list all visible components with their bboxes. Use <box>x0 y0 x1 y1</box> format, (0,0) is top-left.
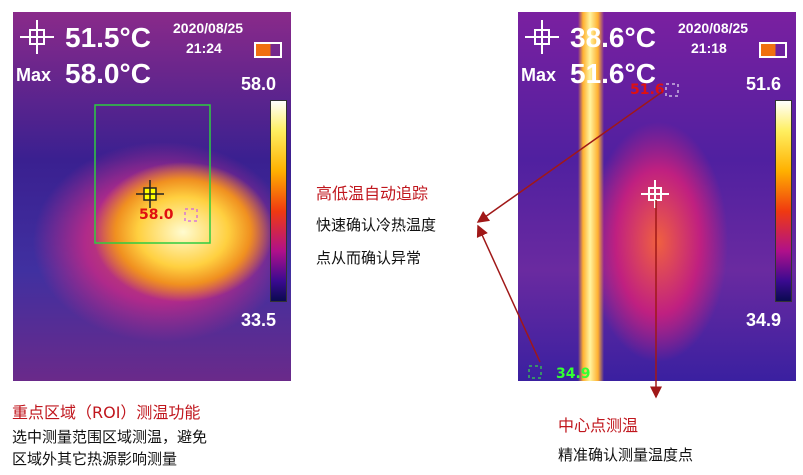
date: 2020/08/25 <box>173 20 244 36</box>
cold-marker <box>184 208 198 222</box>
battery <box>254 42 282 58</box>
hot-marker: 51.6 <box>630 82 665 98</box>
roi-crosshair <box>136 180 164 208</box>
annotation-line: 点从而确认异常 <box>316 249 422 267</box>
max-label: Max <box>16 65 52 85</box>
cold-marker-box <box>528 365 542 379</box>
max-label: Max <box>521 65 557 85</box>
color-scale <box>270 100 287 302</box>
max-temp: 58.0°C <box>65 58 151 89</box>
center-temp: 38.6°C <box>570 22 656 53</box>
overlay <box>20 20 211 244</box>
overlay <box>525 20 679 379</box>
max-temp: 51.6°C <box>570 58 656 89</box>
annotation-title: 重点区域（ROI）测温功能 <box>12 403 201 422</box>
scale-max: 58.0 <box>241 74 277 94</box>
battery <box>759 42 787 58</box>
annotation-line: 区域外其它热源影响测量 <box>12 450 178 468</box>
scale-min: 33.5 <box>241 310 277 330</box>
time: 21:24 <box>186 40 222 56</box>
hot-marker-box <box>665 83 679 97</box>
annotation-line: 精准确认测量温度点 <box>558 446 694 464</box>
center-temp: 51.5°C <box>65 22 151 53</box>
crosshair <box>20 20 54 54</box>
roi-box <box>94 104 211 244</box>
annotation-line: 快速确认冷热温度 <box>316 216 437 234</box>
scale-min: 34.9 <box>746 310 782 330</box>
annotation-line: 选中测量范围区域测温，避免 <box>12 428 208 446</box>
arrow <box>476 91 663 223</box>
thermal-image: 51.5°C 2020/08/25 21:24 Max 58.0°C 58.0 … <box>13 12 291 381</box>
roi-marker: 58.0 <box>139 207 174 223</box>
date: 2020/08/25 <box>678 20 749 36</box>
annotation-title: 高低温自动追踪 <box>316 184 429 203</box>
annotation-title: 中心点测温 <box>558 416 639 435</box>
scale-max: 51.6 <box>746 74 782 94</box>
thermal-image: 38.6°C 2020/08/25 21:18 Max 51.6°C 51.6 … <box>518 12 796 381</box>
crosshair <box>525 20 559 54</box>
cold-marker: 34.9 <box>556 366 591 381</box>
color-scale <box>775 100 792 302</box>
time: 21:18 <box>691 40 727 56</box>
center-crosshair <box>641 180 669 208</box>
arrow <box>476 224 541 363</box>
